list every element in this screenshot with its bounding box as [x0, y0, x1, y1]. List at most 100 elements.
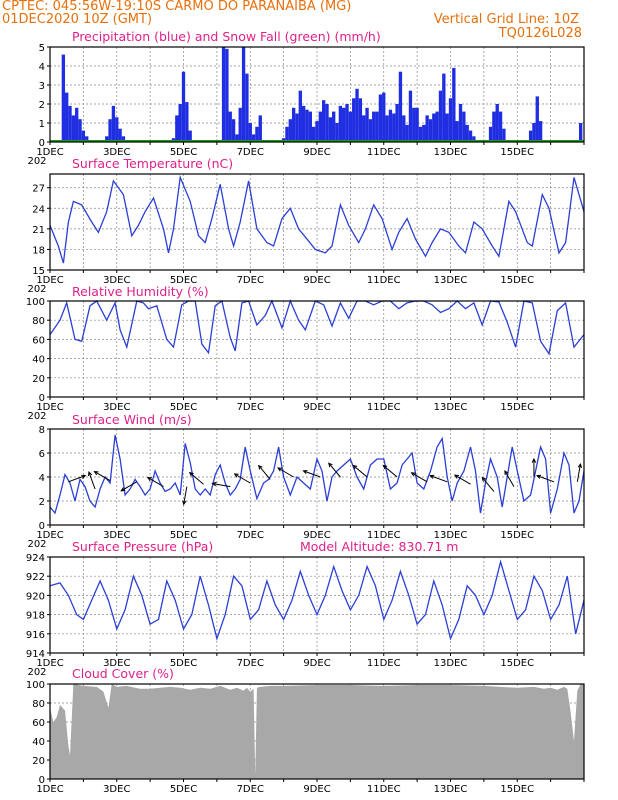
precip-bar: [318, 111, 323, 142]
precip-bar: [418, 126, 423, 142]
header-grid-note: Vertical Grid Line: 10Z: [433, 12, 579, 27]
precip-bar: [538, 121, 543, 142]
cloud-date-label: 5DEC: [170, 784, 197, 795]
wind-date-label: 3DEC: [103, 530, 130, 541]
temp-date-label: 11DEC: [367, 275, 401, 286]
precip-bar: [248, 123, 252, 142]
cloud-date-label: 13DEC: [434, 784, 468, 795]
precip-bar: [452, 67, 456, 142]
pressure-ytick-label: 916: [26, 630, 45, 641]
precip-bar: [65, 92, 69, 142]
cloud-ytick-label: 60: [32, 718, 45, 729]
wind-vector-head: [87, 471, 93, 477]
temp-date-label: 13DEC: [434, 275, 468, 286]
cloud-ytick-label: 20: [32, 756, 45, 767]
cloud-title: Cloud Cover (%): [72, 666, 174, 681]
pressure-date-label: 11DEC: [367, 658, 401, 669]
pressure-ytick-label: 918: [26, 611, 45, 622]
temp-date-label: 5DEC: [170, 275, 197, 286]
wind-ytick-label: 4: [39, 473, 45, 484]
cloud-date-label: 7DEC: [237, 784, 264, 795]
pressure-date-label: 5DEC: [170, 658, 197, 669]
precip-bar: [108, 119, 112, 142]
wind-vector: [189, 472, 204, 485]
precip-bar: [85, 136, 89, 142]
wind-vector: [481, 477, 495, 492]
rh-date-label: 7DEC: [237, 402, 264, 413]
wind-vector-head: [81, 474, 87, 479]
temp-ytick-label: 24: [32, 204, 45, 215]
rh-ytick-label: 60: [32, 335, 45, 346]
wind-vector-head: [504, 470, 509, 476]
rh-date-label: 13DEC: [434, 402, 468, 413]
precip-bar: [105, 136, 109, 142]
wind-vector: [382, 465, 398, 478]
rh-year-label: 202: [27, 411, 46, 422]
precip-bar: [405, 124, 409, 142]
precip-bar: [315, 121, 319, 142]
precip-bar: [362, 115, 366, 142]
precip-bar: [495, 104, 499, 142]
wind-date-label: 15DEC: [500, 530, 534, 541]
precip-date-label: 5DEC: [170, 147, 197, 158]
precip-bar: [258, 115, 262, 142]
wind-year-label: 202: [27, 539, 46, 550]
wind-vector-head: [481, 476, 487, 482]
wind-vector: [454, 474, 471, 485]
precip-bar: [332, 111, 336, 142]
wind-vector-head: [211, 481, 217, 487]
wind-vector-head: [577, 462, 583, 469]
precip-bar: [578, 123, 583, 142]
wind-vector-head: [120, 487, 126, 492]
precip-bar: [438, 90, 443, 142]
precip-bar: [412, 107, 416, 142]
rh-ytick-label: 0: [39, 393, 45, 404]
pressure-date-label: 9DEC: [303, 658, 330, 669]
wind-ytick-label: 6: [39, 449, 45, 460]
precip-bar: [251, 134, 256, 142]
wind-vector-head: [302, 469, 308, 475]
temp-ytick-label: 21: [32, 225, 45, 236]
cloud-ytick-label: 40: [32, 737, 45, 748]
pressure-date-label: 3DEC: [103, 658, 130, 669]
precip-bar: [75, 107, 79, 142]
precip-date-label: 3DEC: [103, 147, 130, 158]
rh-date-label: 1DEC: [36, 402, 63, 413]
rh-ytick-label: 20: [32, 374, 45, 385]
wind-vector: [212, 482, 231, 488]
precip-bar: [188, 130, 192, 142]
header-date-line: 01DEC2020 10Z (GMT): [2, 12, 153, 27]
temp-title: Surface Temperature (nC): [72, 156, 234, 171]
header-station-line: CPTEC: 045:56W-19:10S CARMO DO PARANAIBA…: [2, 0, 352, 14]
precip-bar: [428, 119, 433, 142]
precip-bar: [398, 71, 403, 142]
wind-vector-head: [352, 464, 358, 470]
rh-date-label: 15DEC: [500, 402, 534, 413]
cloud-ytick-label: 80: [32, 699, 45, 710]
precip-bar: [445, 113, 449, 142]
rh-ytick-label: 100: [26, 297, 45, 308]
wind-line: [49, 434, 585, 515]
precip-bar: [288, 119, 292, 142]
precip-panel: 0 1 2 3 4 5 1DEC 3DEC 5DEC 7DEC 9DEC 11DEC 13DEC 15DE…: [27, 43, 585, 167]
rh-panel: 0 20 40 60 80 100 1DEC 3DEC 5DEC 7DEC 9DEC 11DEC 13D…: [26, 297, 585, 422]
precip-bar: [111, 105, 116, 142]
precip-bar: [298, 90, 302, 142]
wind-vector-head: [93, 471, 99, 476]
precip-bar: [245, 73, 249, 142]
wind-vector-head: [535, 474, 542, 479]
precip-bar: [415, 107, 419, 142]
temp-date-label: 1DEC: [36, 275, 63, 286]
wind-vector-head: [328, 462, 333, 468]
pressure-date-label: 1DEC: [36, 658, 63, 669]
precip-bar: [375, 111, 379, 142]
precip-bar: [435, 111, 439, 142]
wind-vector-head: [277, 467, 283, 472]
precip-ytick-label: 5: [39, 43, 45, 54]
precip-bar: [472, 136, 476, 142]
precip-bar: [355, 88, 359, 142]
precip-bar: [422, 124, 426, 142]
wind-vector: [258, 465, 271, 480]
wind-vector-head: [410, 472, 416, 477]
